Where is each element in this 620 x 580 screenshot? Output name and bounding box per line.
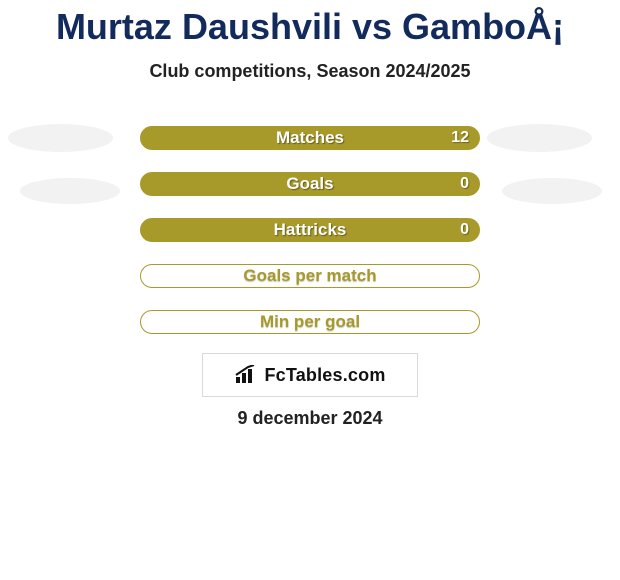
bar-goals-per-match: Goals per match — [140, 264, 480, 288]
stat-bars: Matches 12 Goals 0 Hattricks 0 Goals per… — [140, 126, 480, 356]
avatar-placeholder-left-1 — [8, 124, 113, 152]
bar-goals-label: Goals — [141, 173, 479, 195]
bar-goals-value: 0 — [460, 173, 469, 195]
bar-chart-icon — [234, 365, 258, 385]
bar-hattricks-label: Hattricks — [141, 219, 479, 241]
bar-matches-value: 12 — [451, 127, 469, 149]
bar-matches-label: Matches — [141, 127, 479, 149]
bar-goals-per-match-label: Goals per match — [141, 265, 479, 287]
page-subtitle: Club competitions, Season 2024/2025 — [0, 61, 620, 82]
avatar-placeholder-right-2 — [502, 178, 602, 204]
page-title: Murtaz Daushvili vs GamboÅ¡ — [0, 6, 620, 48]
bar-hattricks-value: 0 — [460, 219, 469, 241]
bar-matches: Matches 12 — [140, 126, 480, 150]
avatar-placeholder-right-1 — [487, 124, 592, 152]
avatar-placeholder-left-2 — [20, 178, 120, 204]
generated-date: 9 december 2024 — [0, 408, 620, 429]
comparison-infographic: Murtaz Daushvili vs GamboÅ¡ Club competi… — [0, 0, 620, 580]
brand-logo: FcTables.com — [202, 353, 418, 397]
bar-hattricks: Hattricks 0 — [140, 218, 480, 242]
bar-goals: Goals 0 — [140, 172, 480, 196]
bar-min-per-goal-label: Min per goal — [141, 311, 479, 333]
brand-text: FcTables.com — [264, 365, 385, 386]
bar-min-per-goal: Min per goal — [140, 310, 480, 334]
